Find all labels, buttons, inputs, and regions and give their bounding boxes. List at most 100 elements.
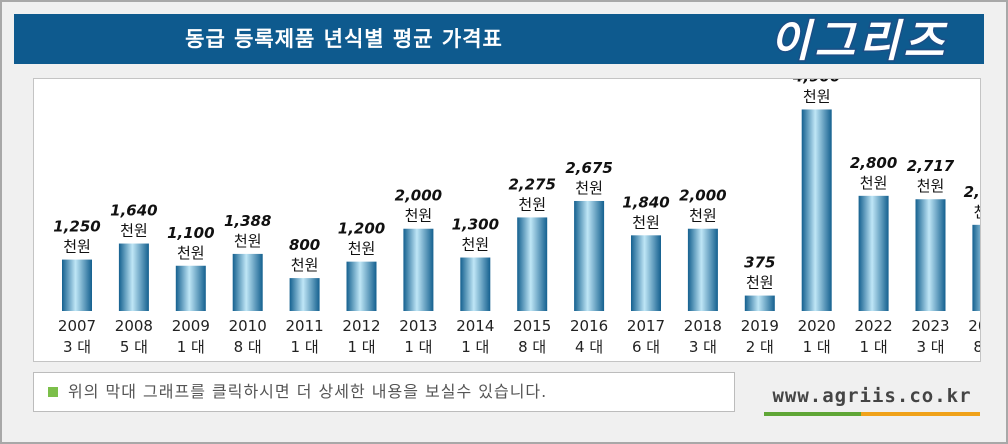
value-label: 4,900 bbox=[792, 79, 840, 85]
count-label: 1 대 bbox=[177, 338, 205, 356]
value-label: 1,388 bbox=[224, 212, 271, 230]
bar[interactable] bbox=[801, 109, 832, 312]
bar[interactable] bbox=[118, 243, 149, 311]
header-bar: 동급 등록제품 년식별 평균 가격표 bbox=[14, 14, 984, 64]
bar-group: 1,200 천원 2012 1 대 bbox=[338, 220, 385, 356]
value-label: 1,200 bbox=[338, 220, 385, 238]
value-unit-label: 천원 bbox=[632, 213, 660, 231]
bar[interactable] bbox=[289, 278, 320, 311]
count-label: 1 대 bbox=[347, 338, 375, 356]
value-label: 2,675 bbox=[565, 159, 612, 177]
count-label: 8 대 bbox=[518, 338, 546, 356]
bar[interactable] bbox=[858, 195, 889, 311]
bar-group: 1,840 천원 2017 6 대 bbox=[622, 193, 669, 356]
x-tick-label: 2024 bbox=[968, 317, 980, 335]
value-unit-label: 천원 bbox=[405, 207, 433, 225]
value-unit-label: 천원 bbox=[689, 207, 717, 225]
x-tick-label: 2008 bbox=[115, 317, 153, 335]
count-label: 3 대 bbox=[689, 338, 717, 356]
url-underline bbox=[764, 412, 980, 416]
count-label: 1 대 bbox=[860, 338, 888, 356]
x-tick-label: 2020 bbox=[798, 317, 836, 335]
bar[interactable] bbox=[687, 228, 718, 311]
bar-group: 2,717 천원 2023 3 대 bbox=[907, 157, 955, 356]
bar-group: 2,675 천원 2016 4 대 bbox=[565, 159, 612, 356]
value-unit-label: 천원 bbox=[518, 195, 546, 213]
count-label: 5 대 bbox=[120, 338, 148, 356]
value-unit-label: 천원 bbox=[575, 179, 603, 197]
x-tick-label: 2019 bbox=[741, 317, 779, 335]
bar[interactable] bbox=[232, 253, 263, 311]
count-label: 3 대 bbox=[916, 338, 944, 356]
chart-title: 동급 등록제품 년식별 평균 가격표 bbox=[185, 27, 503, 51]
bar[interactable] bbox=[175, 265, 206, 311]
value-unit-label: 천원 bbox=[120, 222, 148, 240]
x-tick-label: 2012 bbox=[342, 317, 380, 335]
value-label: 2,095 bbox=[964, 183, 980, 201]
value-unit-label: 천원 bbox=[803, 87, 831, 105]
site-url-link[interactable]: www.agriis.co.kr bbox=[772, 385, 972, 407]
count-label: 2 대 bbox=[746, 338, 774, 356]
count-label: 1 대 bbox=[404, 338, 432, 356]
bar-group: 1,640 천원 2008 5 대 bbox=[110, 202, 157, 356]
chart-panel: 1,250 천원 2007 3 대 1,640 천원 2008 5 대 1,100 천원 2009 1… bbox=[33, 78, 981, 362]
bar-group: 375 천원 2019 2 대 bbox=[741, 254, 779, 356]
bar[interactable] bbox=[744, 295, 775, 311]
bar[interactable] bbox=[403, 228, 434, 311]
value-unit-label: 천원 bbox=[746, 274, 774, 292]
x-tick-label: 2014 bbox=[456, 317, 494, 335]
agriis-logo[interactable]: 이그리즈 bbox=[769, 15, 948, 69]
x-tick-label: 2016 bbox=[570, 317, 608, 335]
value-unit-label: 천원 bbox=[177, 244, 205, 262]
bar-group: 1,388 천원 2010 8 대 bbox=[224, 212, 271, 356]
value-unit-label: 천원 bbox=[348, 240, 376, 258]
value-label: 2,717 bbox=[907, 157, 955, 175]
value-label: 1,640 bbox=[110, 202, 157, 220]
bar-group: 1,300 천원 2014 1 대 bbox=[452, 216, 499, 356]
count-label: 6 대 bbox=[632, 338, 660, 356]
count-label: 4 대 bbox=[575, 338, 603, 356]
value-label: 1,250 bbox=[53, 218, 100, 236]
bar-group: 2,800 천원 2022 1 대 bbox=[850, 154, 897, 356]
bar-group: 2,000 천원 2018 3 대 bbox=[679, 187, 726, 356]
count-label: 8 대 bbox=[234, 338, 262, 356]
footnote-text: 위의 막대 그래프를 클릭하시면 더 상세한 내용을 보실수 있습니다. bbox=[68, 382, 548, 401]
x-tick-label: 2011 bbox=[286, 317, 324, 335]
value-label: 2,800 bbox=[850, 154, 897, 172]
bar-group: 2,275 천원 2015 8 대 bbox=[508, 175, 555, 356]
x-tick-label: 2013 bbox=[399, 317, 437, 335]
value-unit-label: 천원 bbox=[860, 174, 888, 192]
x-tick-label: 2022 bbox=[855, 317, 893, 335]
value-unit-label: 천원 bbox=[291, 256, 319, 274]
value-label: 2,275 bbox=[508, 175, 555, 193]
bar[interactable] bbox=[915, 199, 946, 311]
bar[interactable] bbox=[574, 200, 605, 311]
x-tick-label: 2018 bbox=[684, 317, 722, 335]
value-label: 1,300 bbox=[452, 216, 499, 234]
value-unit-label: 천원 bbox=[917, 177, 945, 195]
value-label: 375 bbox=[744, 254, 775, 272]
x-tick-label: 2009 bbox=[172, 317, 210, 335]
count-label: 1 대 bbox=[291, 338, 319, 356]
value-unit-label: 천원 bbox=[461, 236, 489, 254]
bar[interactable] bbox=[62, 259, 92, 311]
bar-group: 2,095 천원 2024 8 대 bbox=[964, 183, 980, 356]
bar[interactable] bbox=[460, 257, 491, 311]
count-label: 3 대 bbox=[63, 338, 91, 356]
value-label: 800 bbox=[289, 236, 320, 254]
bar[interactable] bbox=[517, 217, 548, 311]
value-unit-label: 천원 bbox=[234, 232, 262, 250]
bar-group: 4,900 천원 2020 1 대 bbox=[792, 79, 840, 356]
bar[interactable] bbox=[346, 261, 377, 311]
bar[interactable] bbox=[972, 224, 980, 311]
x-tick-label: 2010 bbox=[229, 317, 267, 335]
count-label: 1 대 bbox=[803, 338, 831, 356]
value-label: 2,000 bbox=[395, 187, 442, 205]
x-tick-label: 2017 bbox=[627, 317, 665, 335]
count-label: 1 대 bbox=[461, 338, 489, 356]
square-bullet-icon bbox=[48, 387, 58, 397]
x-tick-label: 2007 bbox=[58, 317, 96, 335]
bar[interactable] bbox=[631, 235, 661, 311]
